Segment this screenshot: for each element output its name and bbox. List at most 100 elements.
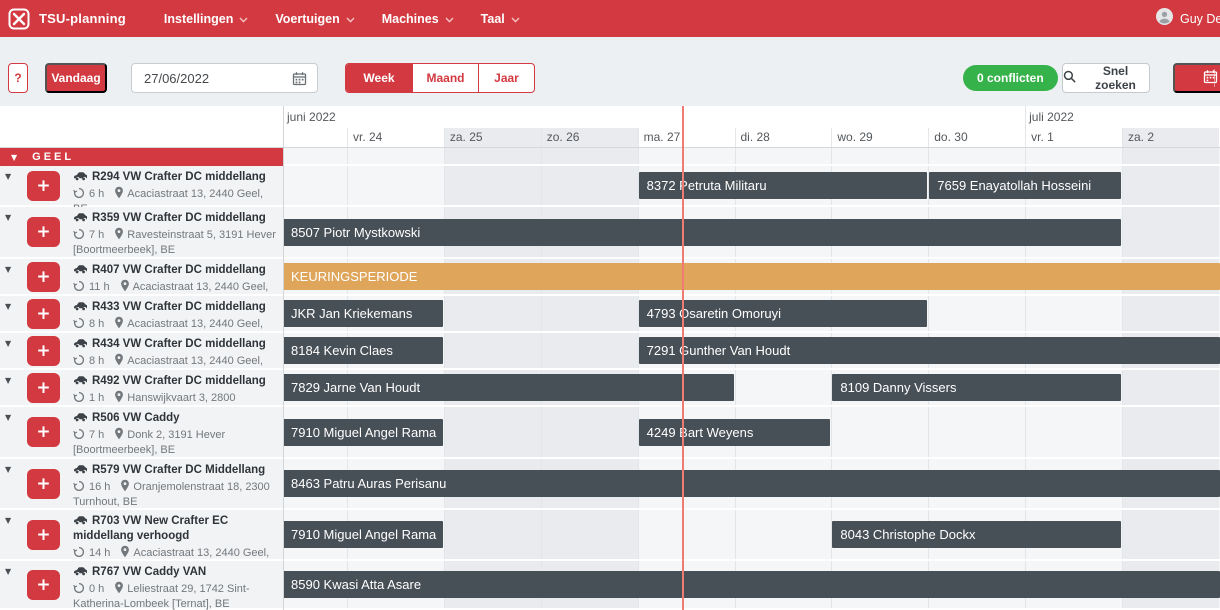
quick-search-button[interactable]: Snel zoeken [1062,63,1150,93]
vehicle-meta: 7 h Donk 2, 3191 Hever [Boortmeerbeek], B… [73,427,279,458]
date-input[interactable]: 27/06/2022 [131,63,318,93]
grid-line [443,407,445,457]
expand-caret-icon[interactable]: ▼ [5,516,12,525]
timeline-header: juni 2022 juli 2022 vr. 24 za. 25 zo. 26 ma. … [283,106,1220,148]
expand-caret-icon[interactable]: ▼ [5,376,12,385]
booking-bar[interactable]: 4249 Bart Weyens [638,418,831,446]
vehicle-info: R506 VW Caddy 7 h Donk 2, 3191 Hever [Boor… [73,411,279,458]
booking-bar[interactable]: 8590 Kwasi Atta Asare [283,571,1220,598]
day-header-wo29: wo. 29 [831,128,928,148]
add-booking-button[interactable]: + [27,519,60,550]
booking-bar[interactable]: 4793 Osaretin Omoruyi [638,300,928,327]
duration-icon [73,317,85,330]
booking-bar[interactable]: 8043 Christophe Dockx [832,521,1121,548]
booking-bar[interactable]: 8372 Petruta Militaru [638,172,928,199]
grid-line [540,296,542,331]
add-booking-button[interactable]: + [27,335,60,366]
view-option-week[interactable]: Week [346,64,412,92]
booking-bar[interactable]: 8184 Kevin Claes [283,337,443,364]
chevron-down-icon [346,12,355,26]
schedule-band-R407: KEURINGSPERIODE [283,259,1220,296]
view-option-jaar[interactable]: Jaar [478,64,534,92]
expand-caret-icon[interactable]: ▼ [5,567,12,576]
vehicle-hours: 7 h [89,429,105,441]
avatar [1156,7,1173,30]
vehicle-row-R294: ▼ + R294 VW Crafter DC middellang 6 h Acacia… [0,166,283,215]
grid-line [347,148,348,164]
vehicle-name: R407 VW Crafter DC middellang [92,264,266,276]
navbar: TSU-planning Instellingen Voertuigen Machi… [0,0,1220,37]
help-button[interactable]: ? [8,63,28,93]
weekend-shading [1122,407,1219,457]
grid-line [443,333,445,368]
weekend-shading [1122,207,1219,257]
expand-caret-icon[interactable]: ▼ [5,265,12,274]
nav-item-taal[interactable]: Taal [481,12,520,26]
conflicts-badge[interactable]: 0 conflicten [963,65,1058,91]
expand-caret-icon[interactable]: ▼ [5,465,12,474]
grid-line [734,370,736,405]
expand-caret-icon[interactable]: ▼ [5,339,12,348]
add-booking-button[interactable]: + [27,468,60,499]
grid-line [443,510,445,559]
grid-line [1025,407,1027,457]
car-icon [73,212,92,224]
add-booking-button[interactable]: + [27,217,60,247]
add-booking-button[interactable]: + [27,298,60,329]
calendar-view-button[interactable] [1173,63,1220,93]
user-name: Guy De K [1180,11,1220,26]
toolbar: ? Vandaag 27/06/2022 Week Maand Jaar 0 con… [0,37,1220,106]
add-booking-button[interactable]: + [27,417,60,447]
today-button[interactable]: Vandaag [45,63,107,93]
duration-icon [73,354,85,367]
booking-bar[interactable]: 8507 Piotr Mystkowski [283,218,1121,246]
grid-line [1122,207,1123,257]
button-divider [1214,69,1215,87]
grid-line [637,333,639,368]
expand-caret-icon[interactable]: ▼ [5,413,12,422]
nav-item-machines[interactable]: Machines [382,12,454,26]
location-pin-icon [120,545,130,559]
booking-bar[interactable]: 8463 Patru Auras Perisanu [283,470,1220,497]
sidebar-divider [283,106,284,610]
grid-line [443,166,445,205]
grid-line [637,407,639,457]
user-menu[interactable]: Guy De K [1156,0,1220,37]
add-booking-button[interactable]: + [27,170,60,201]
booking-bar[interactable]: 8109 Danny Vissers [832,374,1121,401]
add-booking-button[interactable]: + [27,569,60,600]
duration-icon [73,480,85,493]
car-icon [73,171,92,183]
vehicle-title: R359 VW Crafter DC middellang [73,211,279,226]
location-pin-icon [114,390,124,404]
add-booking-button[interactable]: + [27,372,60,403]
add-booking-button[interactable]: + [27,261,60,292]
booking-bar[interactable]: 7829 Jarne Van Houdt [283,374,734,401]
nav-item-instellingen[interactable]: Instellingen [164,12,248,26]
booking-bar[interactable]: 7291 Gunther Van Houdt [638,337,1220,364]
vehicle-info: R433 VW Crafter DC middellang 8 h Acaciast… [73,300,279,347]
group-header-geel[interactable]: ▼ GEEL [0,148,283,166]
expand-caret-icon[interactable]: ▼ [5,213,12,222]
booking-bar[interactable]: 7910 Miguel Angel Rama [283,521,443,548]
view-option-maand[interactable]: Maand [412,64,478,92]
chevron-down-icon [445,12,454,26]
booking-bar[interactable]: 7659 Enayatollah Hosseini [929,172,1121,199]
period-bar[interactable]: KEURINGSPERIODE [283,263,1220,290]
nav-item-label: Machines [381,11,439,26]
car-icon [73,566,92,578]
current-time-line [682,106,685,610]
duration-icon [73,428,85,441]
schedule-band-R359: 8507 Piotr Mystkowski [283,207,1220,259]
grid-line [540,407,542,457]
grid-line [1122,296,1123,331]
vehicle-name: R506 VW Caddy [92,412,180,424]
nav-item-voertuigen[interactable]: Voertuigen [275,12,355,26]
booking-bar[interactable]: JKR Jan Kriekemans [283,300,443,327]
expand-caret-icon[interactable]: ▼ [5,172,12,181]
booking-bar[interactable]: 7910 Miguel Angel Rama [283,418,443,446]
schedule-band-R294: 8372 Petruta Militaru 7659 Enayatollah Ho… [283,166,1220,207]
expand-caret-icon[interactable]: ▼ [5,302,12,311]
grid-line [1122,510,1123,559]
